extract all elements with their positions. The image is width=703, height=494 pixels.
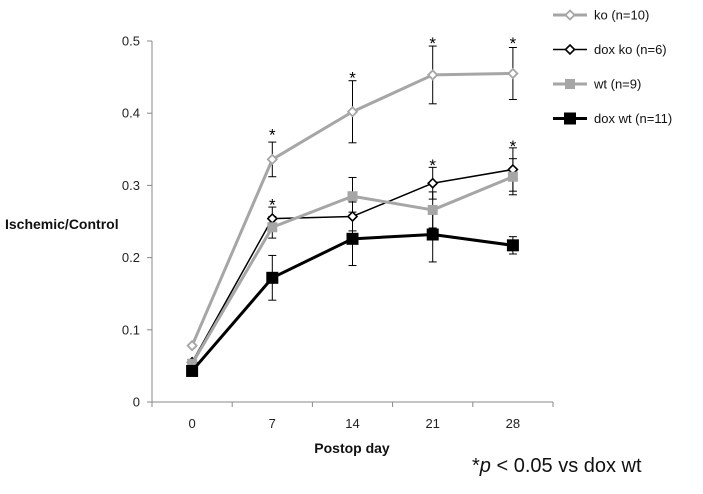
significance-star: * bbox=[269, 196, 276, 215]
legend-entry: dox ko (n=6) bbox=[553, 42, 667, 57]
y-tick-label: 0.1 bbox=[122, 322, 140, 337]
axes: 0 0.1 0.2 0.3 0.4 0.5 0 7 14 21 28 bbox=[122, 34, 554, 431]
significance-star: * bbox=[349, 68, 356, 87]
series-3 bbox=[187, 171, 518, 369]
legend-entry: dox wt (n=11) bbox=[553, 111, 672, 126]
legend-marker bbox=[564, 9, 576, 21]
x-tick-label: 14 bbox=[345, 416, 359, 431]
significance-stars: * * * * * * * bbox=[269, 34, 517, 215]
series bbox=[186, 67, 519, 377]
x-tick-label: 0 bbox=[188, 416, 195, 431]
legend-entry: wt (n=9) bbox=[553, 77, 641, 92]
series-4 bbox=[186, 228, 519, 377]
data-point bbox=[266, 271, 279, 284]
significance-star: * bbox=[510, 34, 517, 53]
data-point bbox=[426, 69, 439, 81]
series-1 bbox=[186, 67, 519, 352]
legend-marker bbox=[564, 112, 576, 125]
y-tick-label: 0.3 bbox=[122, 178, 140, 193]
y-tick-label: 0.2 bbox=[122, 250, 140, 265]
significance-star: * bbox=[429, 156, 436, 175]
legend-marker bbox=[565, 79, 575, 89]
data-point bbox=[266, 212, 278, 225]
data-point bbox=[426, 228, 439, 241]
footnote-text: < 0.05 vs dox wt bbox=[490, 455, 642, 477]
legend-marker bbox=[564, 43, 576, 56]
data-point bbox=[347, 191, 358, 202]
legend-label: dox ko (n=6) bbox=[594, 42, 667, 57]
legend-entry: ko (n=10) bbox=[553, 8, 649, 23]
x-tick-label: 21 bbox=[425, 416, 439, 431]
data-point bbox=[267, 222, 278, 233]
footnote-p-symbol: p bbox=[479, 455, 491, 477]
significance-star: * bbox=[510, 137, 517, 156]
data-point bbox=[186, 364, 199, 377]
data-point bbox=[346, 105, 359, 118]
data-point bbox=[507, 171, 518, 182]
data-point bbox=[506, 239, 519, 252]
legend-label: ko (n=10) bbox=[594, 8, 649, 23]
significance-star: * bbox=[269, 126, 276, 145]
y-tick-label: 0.5 bbox=[122, 34, 140, 49]
data-point bbox=[266, 153, 279, 166]
y-tick-label: 0 bbox=[133, 395, 140, 410]
x-tick-label: 28 bbox=[506, 416, 520, 431]
data-point bbox=[427, 177, 439, 189]
data-point bbox=[507, 67, 519, 80]
y-tick-label: 0.4 bbox=[122, 106, 140, 121]
significance-star: * bbox=[429, 34, 436, 53]
data-point bbox=[427, 204, 438, 215]
legend: ko (n=10) dox ko (n=6) wt (n=9) dox wt (n=1… bbox=[553, 8, 672, 126]
y-axis-label: Ischemic/Control bbox=[5, 216, 119, 232]
x-axis-label: Postop day bbox=[314, 440, 390, 456]
legend-label: dox wt (n=11) bbox=[594, 111, 672, 126]
legend-label: wt (n=9) bbox=[593, 77, 641, 92]
data-point bbox=[186, 339, 198, 352]
data-point bbox=[346, 232, 359, 245]
data-point bbox=[187, 358, 198, 369]
data-point bbox=[346, 210, 359, 223]
significance-footnote: *p < 0.05 vs dox wt bbox=[472, 455, 642, 478]
x-tick-label: 7 bbox=[269, 416, 276, 431]
footnote-star: * bbox=[472, 455, 480, 477]
